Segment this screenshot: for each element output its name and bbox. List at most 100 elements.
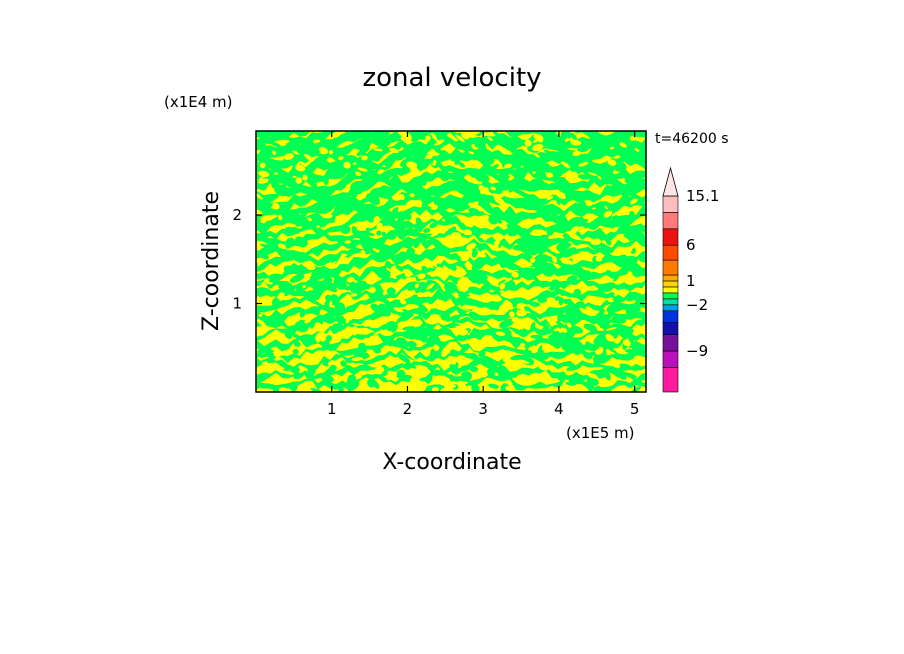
field-patch-positive	[581, 308, 589, 314]
field-patch-positive	[405, 199, 415, 207]
field-patch-positive	[465, 311, 470, 315]
field-patch	[444, 173, 449, 181]
field-patch	[572, 346, 582, 356]
field-patch	[539, 262, 554, 270]
field-patch	[323, 175, 329, 186]
field-patch-positive	[344, 240, 351, 244]
field-streak	[256, 131, 646, 163]
field-patch-positive	[524, 139, 532, 147]
field-patch-positive	[541, 344, 546, 351]
field-patch-positive	[629, 135, 636, 141]
field-patch	[537, 245, 544, 253]
field-patch	[388, 199, 393, 203]
field-patch	[257, 131, 273, 139]
field-patch	[321, 269, 333, 280]
field-patch	[294, 321, 309, 333]
field-patch-positive	[295, 164, 306, 172]
field-patch	[561, 264, 572, 271]
field-patch	[524, 186, 534, 192]
field-patch	[354, 280, 368, 292]
field-patch	[307, 366, 316, 377]
field-patch	[470, 366, 479, 373]
field-patch	[562, 185, 571, 195]
field-patch	[300, 208, 308, 217]
field-patch	[293, 340, 301, 347]
field-patch	[553, 215, 566, 223]
field-patch	[595, 333, 608, 344]
field-patch	[333, 137, 349, 142]
field-patch-positive	[524, 262, 533, 267]
field-patch-positive	[456, 354, 466, 361]
field-patch	[526, 154, 533, 162]
field-patch	[386, 232, 397, 240]
field-patch-positive	[409, 193, 415, 198]
field-patch	[366, 193, 381, 205]
colorbar-band	[662, 274, 679, 282]
field-patch-positive	[570, 296, 574, 300]
field-patch	[478, 351, 486, 358]
field-patch-positive	[271, 150, 277, 155]
field-patch	[577, 174, 591, 180]
field-patch-positive	[532, 144, 544, 151]
field-patch-positive	[258, 170, 270, 178]
field-patch-positive	[414, 283, 419, 289]
field-patch	[419, 322, 426, 329]
field-patch-positive	[460, 133, 469, 140]
field-patch	[434, 369, 440, 377]
field-patch	[500, 383, 510, 392]
field-patch-positive	[364, 337, 368, 340]
field-patch	[376, 230, 382, 236]
field-patch-positive	[627, 271, 633, 275]
field-patch-positive	[338, 155, 344, 161]
field-patch	[357, 214, 369, 222]
field-patch	[501, 174, 514, 183]
field-patch	[561, 340, 577, 352]
field-patch-positive	[552, 256, 558, 263]
field-patch	[406, 340, 417, 348]
field-patch-positive	[532, 171, 536, 174]
field-patch	[347, 167, 357, 177]
field-patch	[340, 224, 351, 235]
field-patch	[395, 337, 409, 349]
field-patch-positive	[302, 284, 306, 289]
field-patch	[415, 217, 423, 227]
field-patch-positive	[462, 304, 474, 310]
field-patch	[530, 321, 536, 333]
field-patch-positive	[409, 374, 421, 383]
field-patch-positive	[466, 242, 477, 251]
field-patch	[309, 277, 316, 285]
time-label: t=46200 s	[655, 131, 729, 147]
field-patch	[377, 269, 391, 279]
field-patch	[549, 211, 559, 217]
chart-title: zonal velocity	[362, 63, 541, 93]
field-patch	[274, 184, 289, 197]
field-patch	[308, 221, 319, 230]
field-patch-positive	[457, 363, 462, 369]
y-tick-label: 2	[232, 206, 242, 224]
field-patch-positive	[509, 311, 515, 318]
field-patch	[299, 310, 306, 318]
field-patch	[512, 156, 526, 165]
field-patch-positive	[588, 172, 598, 177]
field-patch	[549, 353, 565, 359]
field-patch-positive	[496, 349, 505, 356]
colorbar-band	[662, 228, 679, 246]
field-patch-positive	[361, 155, 368, 161]
field-patch-positive	[548, 322, 558, 326]
field-patch	[568, 159, 581, 170]
field-patch-positive	[386, 374, 397, 381]
field-patch-positive	[365, 276, 371, 281]
field-patch-positive	[444, 384, 456, 388]
field-patch-positive	[479, 187, 489, 195]
field-patch-positive	[582, 251, 589, 257]
field-patch	[553, 331, 561, 338]
field-patch-positive	[282, 370, 294, 375]
field-streak	[256, 259, 646, 292]
field-patch-positive	[350, 293, 358, 297]
field-patch-positive	[385, 267, 393, 273]
field-patch	[435, 131, 442, 142]
field-patch-positive	[421, 293, 429, 297]
field-patch-positive	[382, 165, 386, 168]
field-streak	[256, 288, 646, 325]
field-patch	[579, 218, 589, 223]
